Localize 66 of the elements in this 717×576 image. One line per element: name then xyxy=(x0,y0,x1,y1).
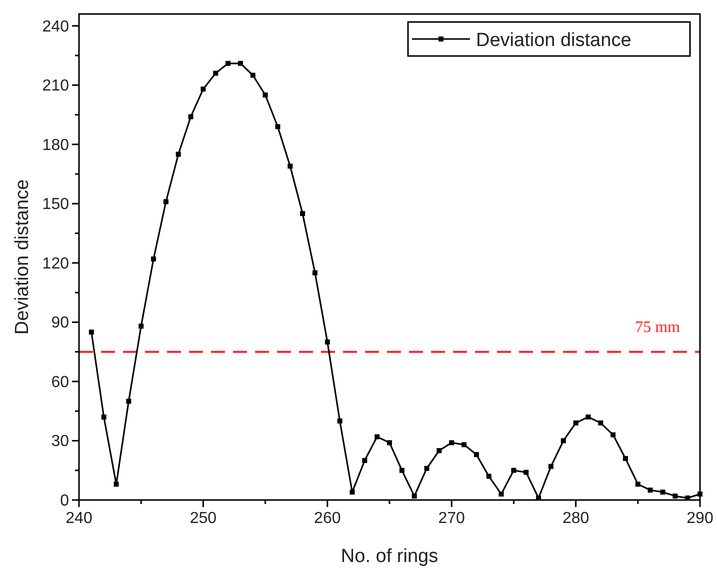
point xyxy=(114,482,119,487)
x-tick-label: 250 xyxy=(190,510,217,527)
point xyxy=(262,92,268,98)
point xyxy=(312,270,318,276)
y-tick-label: 240 xyxy=(42,18,70,36)
point xyxy=(163,199,168,204)
point xyxy=(151,256,156,262)
point xyxy=(449,440,454,446)
point xyxy=(560,438,566,444)
x-tick-label: 240 xyxy=(66,510,92,527)
point xyxy=(101,414,106,420)
x-tick-label: 260 xyxy=(314,510,341,527)
point xyxy=(288,164,293,169)
y-axis-title: Deviation distance xyxy=(12,179,33,335)
point xyxy=(474,452,479,458)
point xyxy=(324,339,330,344)
point xyxy=(200,86,206,92)
point xyxy=(586,414,591,420)
point xyxy=(188,114,194,120)
point xyxy=(412,494,417,499)
x-tick-label: 290 xyxy=(686,510,714,527)
x-tick-label: 280 xyxy=(562,510,590,527)
ref-line-label: 75 mm xyxy=(635,318,681,336)
y-tick-label: 120 xyxy=(42,255,70,272)
point xyxy=(213,70,218,76)
point xyxy=(424,466,430,471)
point xyxy=(337,418,342,424)
point xyxy=(524,470,529,475)
point xyxy=(436,448,442,454)
point xyxy=(610,432,616,438)
point xyxy=(275,124,280,130)
y-tick-label: 30 xyxy=(51,433,70,450)
point xyxy=(126,398,132,404)
point xyxy=(660,490,666,495)
point xyxy=(362,458,368,463)
point xyxy=(176,152,181,157)
x-axis-title: No. of rings xyxy=(340,546,438,567)
point xyxy=(498,492,504,497)
y-tick-label: 210 xyxy=(42,78,70,95)
point xyxy=(88,330,94,335)
point xyxy=(350,490,355,495)
point xyxy=(622,456,628,462)
point xyxy=(548,464,554,469)
y-tick-label: 180 xyxy=(42,136,70,154)
point xyxy=(635,482,640,487)
y-tick-label: 60 xyxy=(51,374,70,391)
point xyxy=(486,474,492,479)
legend-label: Deviation distance xyxy=(476,30,632,51)
point xyxy=(250,72,256,78)
point xyxy=(598,420,604,426)
y-tick-label: 90 xyxy=(51,314,70,332)
point xyxy=(387,440,392,446)
y-tick-label: 0 xyxy=(60,492,70,510)
y-tick-label: 150 xyxy=(42,196,70,214)
point xyxy=(138,324,144,329)
point xyxy=(672,494,678,499)
point xyxy=(511,468,516,473)
point xyxy=(374,434,380,440)
point xyxy=(462,442,467,448)
point xyxy=(399,468,404,473)
point xyxy=(573,420,578,426)
point xyxy=(300,211,306,216)
x-tick-label: 270 xyxy=(438,510,466,527)
point xyxy=(238,60,243,66)
point xyxy=(648,488,653,493)
point xyxy=(226,60,231,66)
